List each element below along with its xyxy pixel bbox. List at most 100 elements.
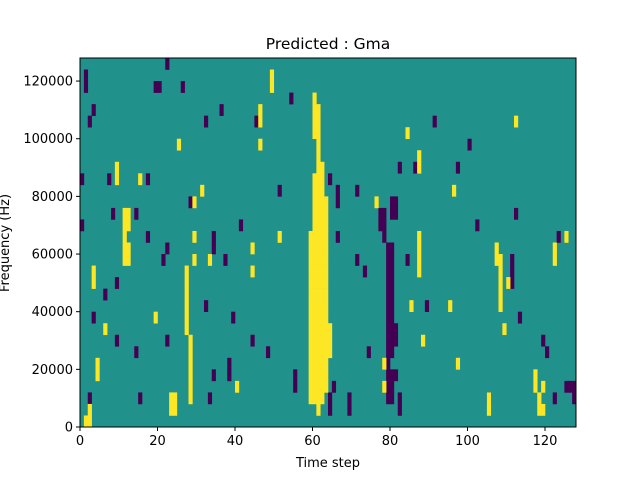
heatmap-cell-high bbox=[192, 230, 197, 243]
heatmap-cell-high bbox=[312, 104, 317, 116]
y-tick-label: 40000 bbox=[32, 305, 73, 320]
heatmap-cell-low bbox=[355, 184, 360, 197]
heatmap-cell-high bbox=[258, 115, 263, 128]
y-tick-label: 20000 bbox=[32, 363, 73, 378]
heatmap-cell-high bbox=[324, 369, 329, 382]
x-tick-label: 20 bbox=[149, 434, 166, 449]
heatmap-cell-high bbox=[312, 196, 317, 209]
heatmap-cell-low bbox=[211, 369, 216, 382]
heatmap-cell-high bbox=[126, 254, 131, 266]
heatmap-cell-high bbox=[494, 242, 499, 255]
heatmap-cell-high bbox=[328, 323, 333, 336]
heatmap-cell-low bbox=[165, 334, 170, 347]
heatmap-cell-low bbox=[432, 115, 437, 128]
heatmap-cell-high bbox=[188, 357, 193, 370]
heatmap-cell-high bbox=[316, 127, 321, 140]
heatmap-cell-high bbox=[308, 311, 313, 324]
heatmap-cell-low bbox=[355, 254, 360, 266]
y-tick-label: 0 bbox=[65, 421, 73, 436]
heatmap-cell-low bbox=[382, 207, 387, 220]
heatmap-cell-high bbox=[95, 369, 100, 382]
heatmap-cell-high bbox=[95, 357, 100, 370]
heatmap-cell-low bbox=[510, 265, 515, 278]
heatmap-cell-high bbox=[316, 403, 321, 416]
heatmap-cell-low bbox=[91, 104, 96, 116]
heatmap-cell-low bbox=[103, 288, 108, 301]
heatmap-cell-high bbox=[184, 265, 189, 278]
heatmap-cell-high bbox=[316, 196, 321, 209]
heatmap-cell-low bbox=[397, 403, 402, 416]
heatmap-cell-high bbox=[308, 242, 313, 255]
heatmap-cell-low bbox=[347, 403, 352, 416]
heatmap-cell-low bbox=[91, 311, 96, 324]
heatmap-cell-high bbox=[87, 403, 92, 416]
heatmap-cell-high bbox=[448, 300, 453, 312]
heatmap-cell-high bbox=[320, 277, 325, 289]
heatmap-cell-low bbox=[362, 265, 368, 278]
heatmap-cell-high bbox=[324, 207, 329, 220]
chart-title: Predicted : Gma bbox=[266, 35, 390, 53]
heatmap-cell-low bbox=[289, 92, 294, 105]
heatmap-cell-low bbox=[134, 346, 139, 359]
heatmap-cell-high bbox=[188, 380, 193, 393]
heatmap-cell-low bbox=[138, 392, 143, 405]
heatmap-cell-high bbox=[188, 392, 193, 405]
heatmap-cell-high bbox=[316, 357, 321, 370]
heatmap-cell-high bbox=[308, 288, 313, 301]
y-axis-label: Frequency (Hz) bbox=[0, 194, 13, 292]
heatmap-cell-low bbox=[114, 334, 120, 347]
heatmap-cell-high bbox=[308, 277, 313, 289]
heatmap-cell-high bbox=[417, 242, 422, 255]
heatmap-cell-low bbox=[510, 277, 515, 289]
x-tick-label: 0 bbox=[76, 434, 84, 449]
heatmap-cell-high bbox=[552, 254, 557, 266]
heatmap-cell-low bbox=[161, 254, 166, 266]
heatmap-cell-high bbox=[320, 334, 325, 347]
y-axis: 0 20000 40000 60000 80000 100000 120000 bbox=[23, 75, 80, 436]
heatmap-cell-high bbox=[320, 207, 325, 220]
heatmap-cell-high bbox=[184, 300, 189, 312]
heatmap-cell-high bbox=[126, 219, 131, 232]
heatmap-cell-high bbox=[312, 184, 317, 197]
heatmap-cell-high bbox=[324, 242, 329, 255]
heatmap-cell-low bbox=[475, 219, 480, 232]
heatmap-cell-low bbox=[378, 207, 383, 220]
heatmap-cell-low bbox=[328, 173, 333, 186]
heatmap-cell-high bbox=[192, 254, 197, 266]
heatmap-cell-low bbox=[231, 311, 236, 324]
heatmap-cell-low bbox=[393, 196, 399, 209]
heatmap-cell-high bbox=[328, 334, 333, 347]
heatmap-cell-low bbox=[335, 230, 340, 243]
heatmap-cell-low bbox=[386, 346, 391, 359]
heatmap-cell-high bbox=[316, 323, 321, 336]
heatmap-cell-low bbox=[386, 357, 391, 370]
heatmap-cell-high bbox=[324, 230, 329, 243]
heatmap-cell-low bbox=[510, 254, 515, 266]
heatmap-cell-low bbox=[390, 254, 395, 266]
heatmap-cell-high bbox=[498, 265, 503, 278]
heatmap-cell-low bbox=[382, 230, 387, 243]
heatmap-cell-high bbox=[320, 323, 325, 336]
heatmap-cell-high bbox=[320, 311, 325, 324]
heatmap-cell-low bbox=[254, 115, 259, 128]
heatmap-cell-low bbox=[204, 300, 209, 312]
heatmap-cell-high bbox=[173, 392, 178, 405]
plot-frame bbox=[79, 57, 577, 428]
heatmap-cell-high bbox=[316, 380, 321, 393]
heatmap-cell-high bbox=[316, 184, 321, 197]
heatmap-cell-low bbox=[335, 196, 340, 209]
heatmap-cell-high bbox=[312, 300, 317, 312]
heatmap-cell-high bbox=[312, 92, 317, 105]
heatmap-cell-low bbox=[386, 288, 391, 301]
heatmap-cell-high bbox=[312, 115, 317, 128]
heatmap-cell-high bbox=[316, 265, 321, 278]
heatmap-cell-low bbox=[552, 392, 557, 405]
heatmap-cell-low bbox=[223, 254, 228, 266]
heatmap-cell-low bbox=[204, 115, 209, 128]
heatmap-cell-low bbox=[572, 380, 577, 393]
heatmap-cell-high bbox=[316, 173, 321, 186]
heatmap-cell-high bbox=[320, 184, 325, 197]
heatmap-cell-high bbox=[87, 415, 92, 428]
heatmap-cell-high bbox=[452, 184, 457, 197]
